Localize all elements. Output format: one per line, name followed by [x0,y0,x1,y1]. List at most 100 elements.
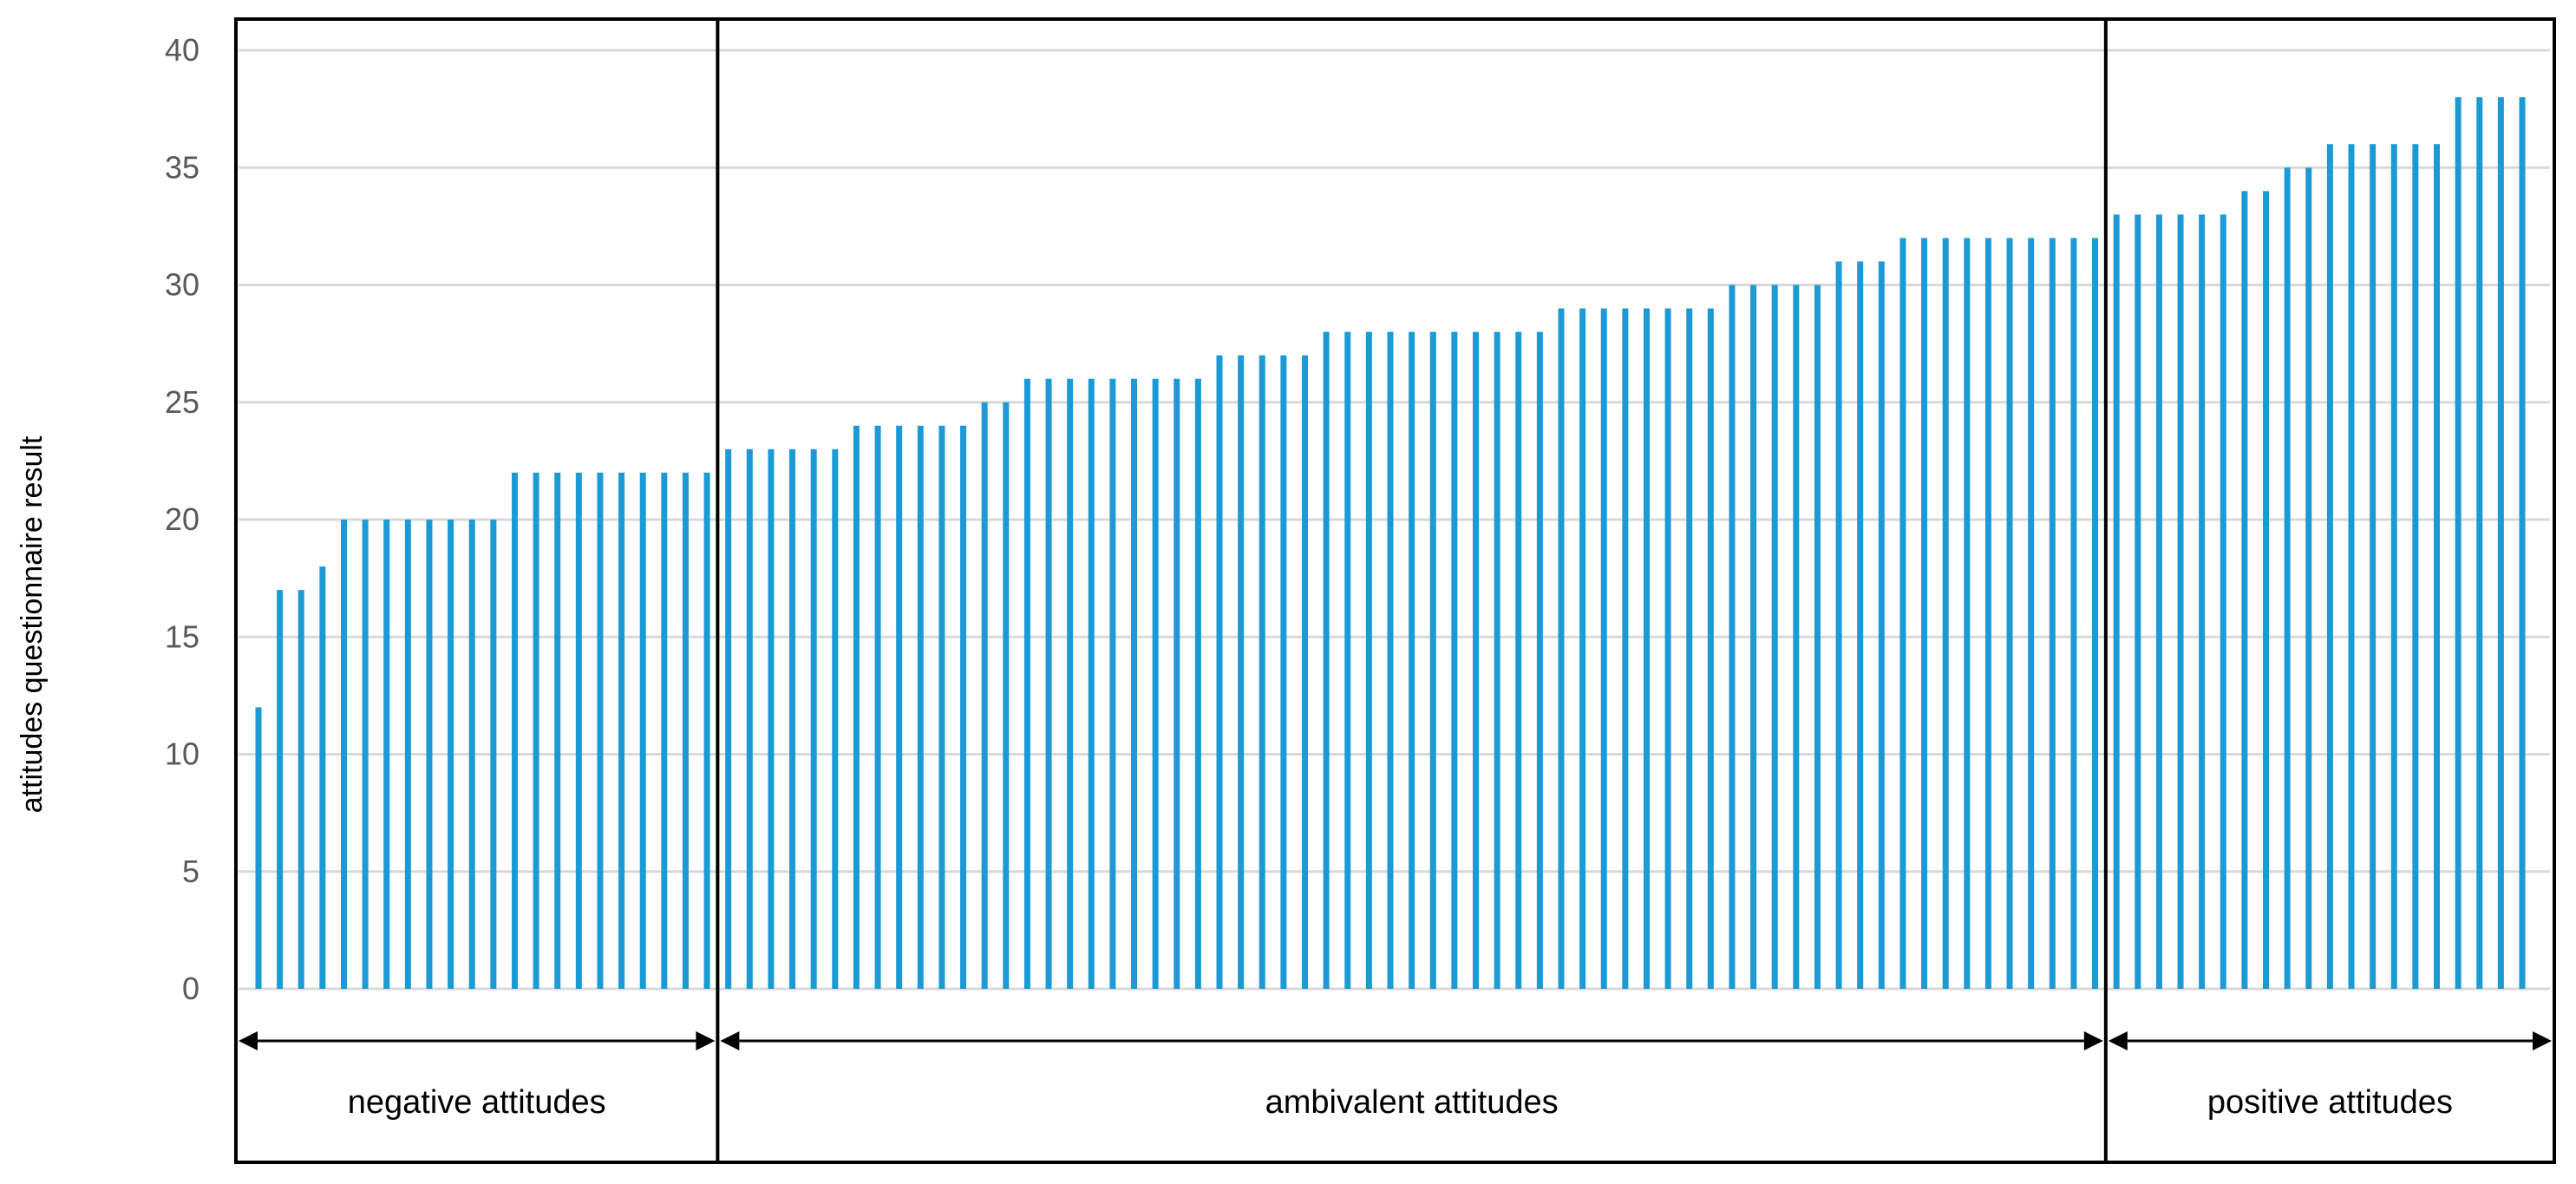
bar [2434,144,2441,989]
group-label: positive attitudes [2207,1084,2453,1121]
bar [1921,238,1928,989]
bar [2177,214,2184,990]
bar [554,472,561,989]
bar [1387,331,1394,990]
chart-frame [234,17,2556,1164]
bar [1835,261,1842,989]
group-labels: negative attitudes ambivalent attitudes po… [348,1084,2453,1121]
bar [618,472,625,989]
bar [2284,167,2291,989]
bar [896,425,903,989]
bar [2241,191,2248,990]
y-tick-label: 35 [165,149,199,185]
bar [1814,285,1821,989]
bar [1643,308,1650,989]
bar [2348,144,2355,989]
bar [1964,238,1971,989]
bar [1216,355,1223,989]
bar [1259,355,1265,989]
bar [319,566,326,989]
bar [404,520,411,989]
bar [2155,214,2162,990]
bar [1857,261,1864,989]
bar [277,590,284,989]
bar [1536,331,1543,990]
bar [1409,331,1415,990]
bar [1238,355,1245,989]
y-tick-label: 0 [182,971,199,1006]
bar [2199,214,2206,990]
bar [682,472,689,989]
y-axis-label: attitudes questionnaire result [16,435,49,813]
bar [2497,97,2504,990]
bar [1429,331,1436,990]
arrow-head-left [2108,1031,2128,1050]
bar [533,472,539,989]
bar [511,472,518,989]
y-tick-label: 20 [165,501,199,537]
bar [1302,355,1309,989]
bar [938,425,945,989]
bar [1003,402,1010,989]
bar [810,448,817,989]
group-label: ambivalent attitudes [1265,1084,1559,1121]
bar [1194,378,1201,989]
bar [874,425,881,989]
bar [1515,331,1522,990]
bar [960,425,967,989]
bar [832,448,839,989]
bar [383,520,390,989]
bar [1067,378,1074,989]
bar [1174,378,1180,989]
arrow-head-right [2533,1031,2552,1050]
bar [448,520,454,989]
bar [468,520,475,989]
bar [2113,214,2120,990]
y-tick-label: 40 [165,32,199,68]
bar [1045,378,1052,989]
y-tick-label: 10 [165,736,199,772]
bar [1365,331,1372,990]
bar [1707,308,1714,989]
bar [853,425,860,989]
bar [789,448,796,989]
bar [1622,308,1629,989]
arrow-head-right [696,1031,716,1050]
bar [1131,378,1138,989]
bar [1729,285,1736,989]
bar [981,402,988,989]
bar [1942,238,1949,989]
y-tick-label: 5 [182,854,199,889]
bar [1472,331,1479,990]
bar [1344,331,1351,990]
bar [2028,238,2035,989]
bar [703,472,710,989]
bar [575,472,582,989]
bar [426,520,433,989]
bar [1750,285,1757,989]
bar [2455,97,2462,990]
arrow-head-left [239,1031,258,1050]
bar [362,520,369,989]
bar [1878,261,1885,989]
bar [917,425,924,989]
bar [2263,191,2270,990]
bar [597,472,604,989]
bar [1088,378,1095,989]
bar [1152,378,1159,989]
y-tick-label: 30 [165,267,199,303]
bar [1558,308,1565,989]
bar [1664,308,1671,989]
bar [639,472,646,989]
bar [2006,238,2013,989]
bar [297,590,304,989]
bar [2519,97,2526,990]
bar [255,707,262,989]
bar [1771,285,1778,989]
bar [746,448,753,989]
bars [255,97,2526,990]
arrow-head-right [2083,1031,2103,1050]
y-tick-label: 25 [165,384,199,420]
bar [2370,144,2377,989]
